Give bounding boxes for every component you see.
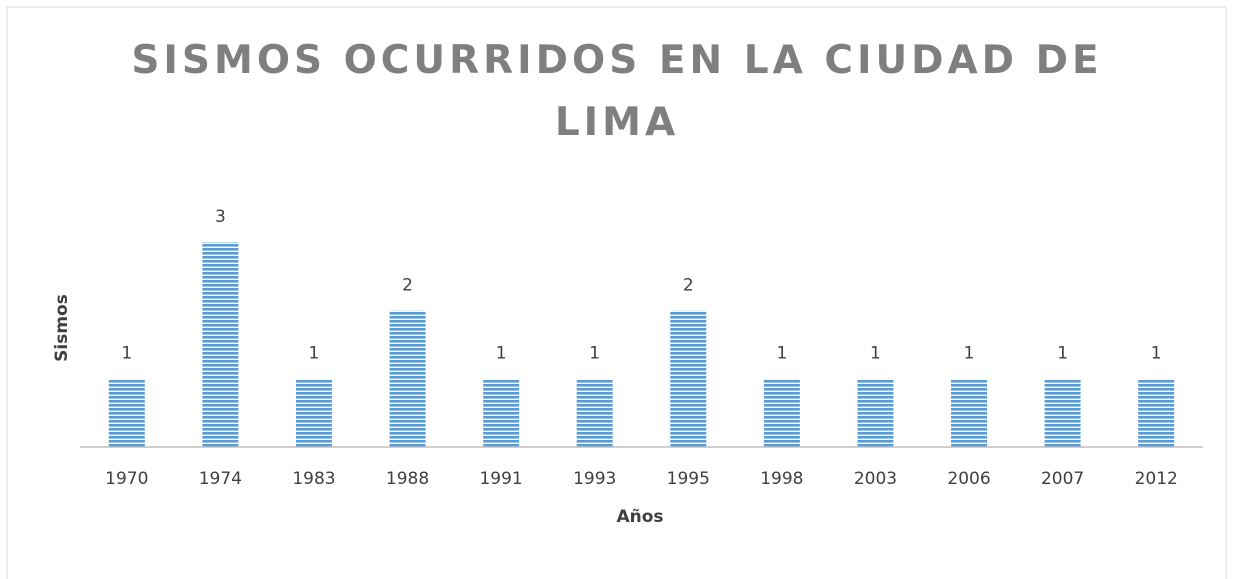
data-label: 1 [589, 344, 600, 364]
bar [108, 378, 145, 447]
bar [1138, 378, 1175, 447]
x-tick-label: 1998 [760, 469, 803, 489]
x-tick-label: 1974 [199, 469, 242, 489]
chart-title: SISMOS OCURRIDOS EN LA CIUDAD DE LIMA [131, 38, 1103, 145]
x-tick-label: 2012 [1135, 469, 1178, 489]
data-label: 1 [1057, 344, 1068, 364]
bar [951, 378, 988, 447]
x-tick-label: 2006 [947, 469, 990, 489]
data-label: 1 [121, 344, 132, 364]
data-label: 1 [776, 344, 787, 364]
x-tick-label: 1995 [667, 469, 710, 489]
bar [389, 310, 426, 447]
x-tick-label: 2003 [854, 469, 897, 489]
x-tick-label: 1970 [105, 469, 148, 489]
bar [202, 242, 239, 447]
bar [1044, 378, 1081, 447]
bar [670, 310, 707, 447]
chart-border [6, 6, 1227, 579]
x-tick-label: 1993 [573, 469, 616, 489]
bar [857, 378, 894, 447]
x-tick-label: 2007 [1041, 469, 1084, 489]
data-label: 1 [309, 344, 320, 364]
data-label: 3 [215, 207, 226, 227]
x-tick-label: 1983 [292, 469, 335, 489]
y-axis-label: Sismos [52, 294, 72, 362]
x-tick-label: 1988 [386, 469, 429, 489]
bar [295, 378, 332, 447]
data-label: 1 [870, 344, 881, 364]
data-label: 1 [964, 344, 975, 364]
data-label: 1 [1151, 344, 1162, 364]
bar [763, 378, 800, 447]
data-label: 1 [496, 344, 507, 364]
bar [483, 378, 520, 447]
data-label: 2 [683, 275, 694, 295]
x-axis-label: Años [616, 507, 663, 527]
x-tick-label: 1991 [479, 469, 522, 489]
bar [576, 378, 613, 447]
data-label: 2 [402, 275, 413, 295]
